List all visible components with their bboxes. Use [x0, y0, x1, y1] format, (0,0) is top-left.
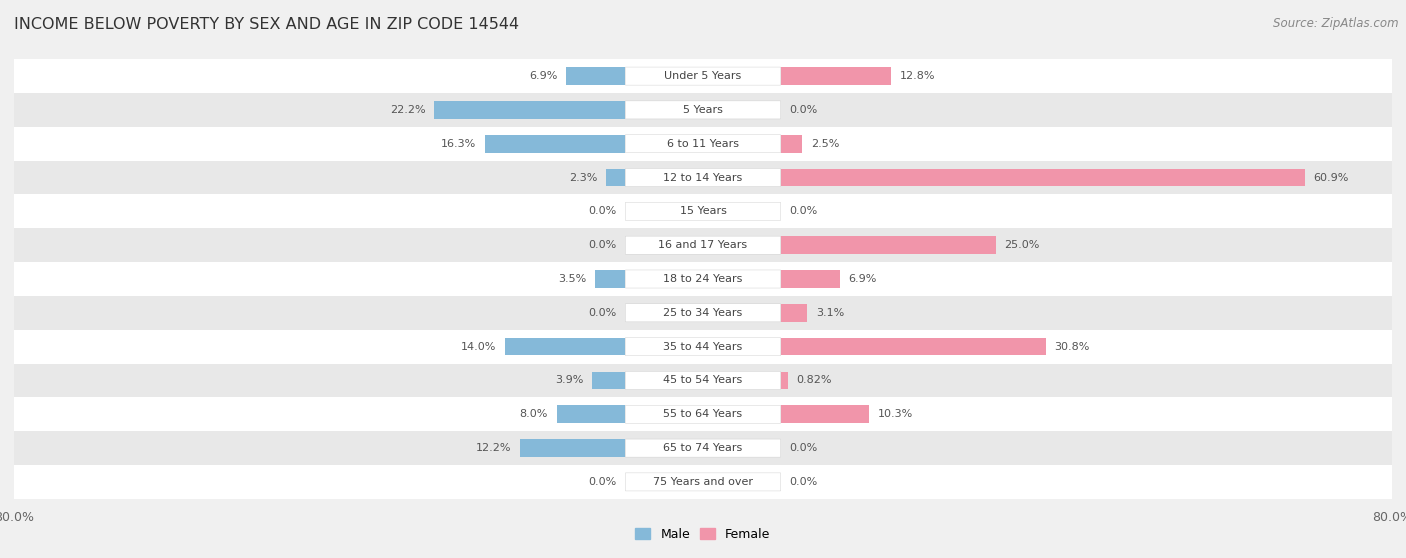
FancyBboxPatch shape: [626, 236, 780, 254]
Text: 12 to 14 Years: 12 to 14 Years: [664, 172, 742, 182]
FancyBboxPatch shape: [14, 431, 1392, 465]
FancyBboxPatch shape: [626, 304, 780, 322]
Text: 18 to 24 Years: 18 to 24 Years: [664, 274, 742, 284]
Text: 0.0%: 0.0%: [589, 206, 617, 217]
Legend: Male, Female: Male, Female: [636, 528, 770, 541]
FancyBboxPatch shape: [14, 59, 1392, 93]
Text: 55 to 64 Years: 55 to 64 Years: [664, 409, 742, 419]
Bar: [780, 68, 891, 85]
FancyBboxPatch shape: [626, 473, 780, 491]
FancyBboxPatch shape: [626, 372, 780, 389]
FancyBboxPatch shape: [626, 270, 780, 288]
FancyBboxPatch shape: [626, 439, 780, 457]
Text: 3.9%: 3.9%: [555, 376, 583, 386]
Text: 25 to 34 Years: 25 to 34 Years: [664, 308, 742, 318]
Text: 6.9%: 6.9%: [849, 274, 877, 284]
Text: 35 to 44 Years: 35 to 44 Years: [664, 341, 742, 352]
FancyBboxPatch shape: [626, 203, 780, 220]
Text: 0.0%: 0.0%: [589, 477, 617, 487]
Bar: [780, 304, 807, 321]
Text: 10.3%: 10.3%: [877, 409, 912, 419]
FancyBboxPatch shape: [14, 161, 1392, 194]
FancyBboxPatch shape: [14, 296, 1392, 330]
Text: 0.82%: 0.82%: [796, 376, 832, 386]
Text: 0.0%: 0.0%: [589, 240, 617, 250]
FancyBboxPatch shape: [14, 127, 1392, 161]
Text: 14.0%: 14.0%: [461, 341, 496, 352]
Text: 6 to 11 Years: 6 to 11 Years: [666, 139, 740, 149]
Bar: [780, 270, 839, 288]
Bar: [780, 372, 787, 389]
Text: 65 to 74 Years: 65 to 74 Years: [664, 443, 742, 453]
Text: 0.0%: 0.0%: [789, 206, 817, 217]
Text: 15 Years: 15 Years: [679, 206, 727, 217]
FancyBboxPatch shape: [626, 405, 780, 424]
Bar: [485, 135, 626, 152]
Text: 0.0%: 0.0%: [789, 443, 817, 453]
Bar: [780, 406, 869, 423]
FancyBboxPatch shape: [626, 67, 780, 85]
FancyBboxPatch shape: [14, 397, 1392, 431]
Text: 45 to 54 Years: 45 to 54 Years: [664, 376, 742, 386]
Text: 2.3%: 2.3%: [568, 172, 598, 182]
Text: 0.0%: 0.0%: [589, 308, 617, 318]
Text: Source: ZipAtlas.com: Source: ZipAtlas.com: [1274, 17, 1399, 30]
Text: 16 and 17 Years: 16 and 17 Years: [658, 240, 748, 250]
Bar: [567, 68, 626, 85]
Text: 22.2%: 22.2%: [389, 105, 426, 115]
Bar: [520, 439, 626, 457]
Text: 30.8%: 30.8%: [1054, 341, 1090, 352]
Text: 2.5%: 2.5%: [811, 139, 839, 149]
Text: INCOME BELOW POVERTY BY SEX AND AGE IN ZIP CODE 14544: INCOME BELOW POVERTY BY SEX AND AGE IN Z…: [14, 17, 519, 32]
FancyBboxPatch shape: [14, 262, 1392, 296]
FancyBboxPatch shape: [626, 101, 780, 119]
Text: 12.2%: 12.2%: [477, 443, 512, 453]
FancyBboxPatch shape: [14, 364, 1392, 397]
Text: 25.0%: 25.0%: [1004, 240, 1040, 250]
Bar: [592, 372, 626, 389]
Bar: [780, 135, 801, 152]
Text: 75 Years and over: 75 Years and over: [652, 477, 754, 487]
Text: 0.0%: 0.0%: [789, 105, 817, 115]
Bar: [595, 270, 626, 288]
FancyBboxPatch shape: [14, 194, 1392, 228]
Text: 60.9%: 60.9%: [1313, 172, 1348, 182]
FancyBboxPatch shape: [14, 465, 1392, 499]
Bar: [780, 237, 995, 254]
Bar: [434, 101, 626, 119]
Bar: [557, 406, 626, 423]
FancyBboxPatch shape: [14, 330, 1392, 364]
Text: 6.9%: 6.9%: [529, 71, 557, 81]
FancyBboxPatch shape: [14, 228, 1392, 262]
FancyBboxPatch shape: [626, 134, 780, 153]
Text: 16.3%: 16.3%: [441, 139, 477, 149]
Text: 3.5%: 3.5%: [558, 274, 586, 284]
FancyBboxPatch shape: [626, 169, 780, 186]
Text: 5 Years: 5 Years: [683, 105, 723, 115]
Text: Under 5 Years: Under 5 Years: [665, 71, 741, 81]
FancyBboxPatch shape: [626, 338, 780, 355]
Text: 8.0%: 8.0%: [520, 409, 548, 419]
Bar: [606, 169, 626, 186]
Bar: [780, 338, 1046, 355]
Bar: [505, 338, 626, 355]
Bar: [780, 169, 1305, 186]
Text: 3.1%: 3.1%: [815, 308, 844, 318]
Text: 12.8%: 12.8%: [900, 71, 935, 81]
Text: 0.0%: 0.0%: [789, 477, 817, 487]
FancyBboxPatch shape: [14, 93, 1392, 127]
